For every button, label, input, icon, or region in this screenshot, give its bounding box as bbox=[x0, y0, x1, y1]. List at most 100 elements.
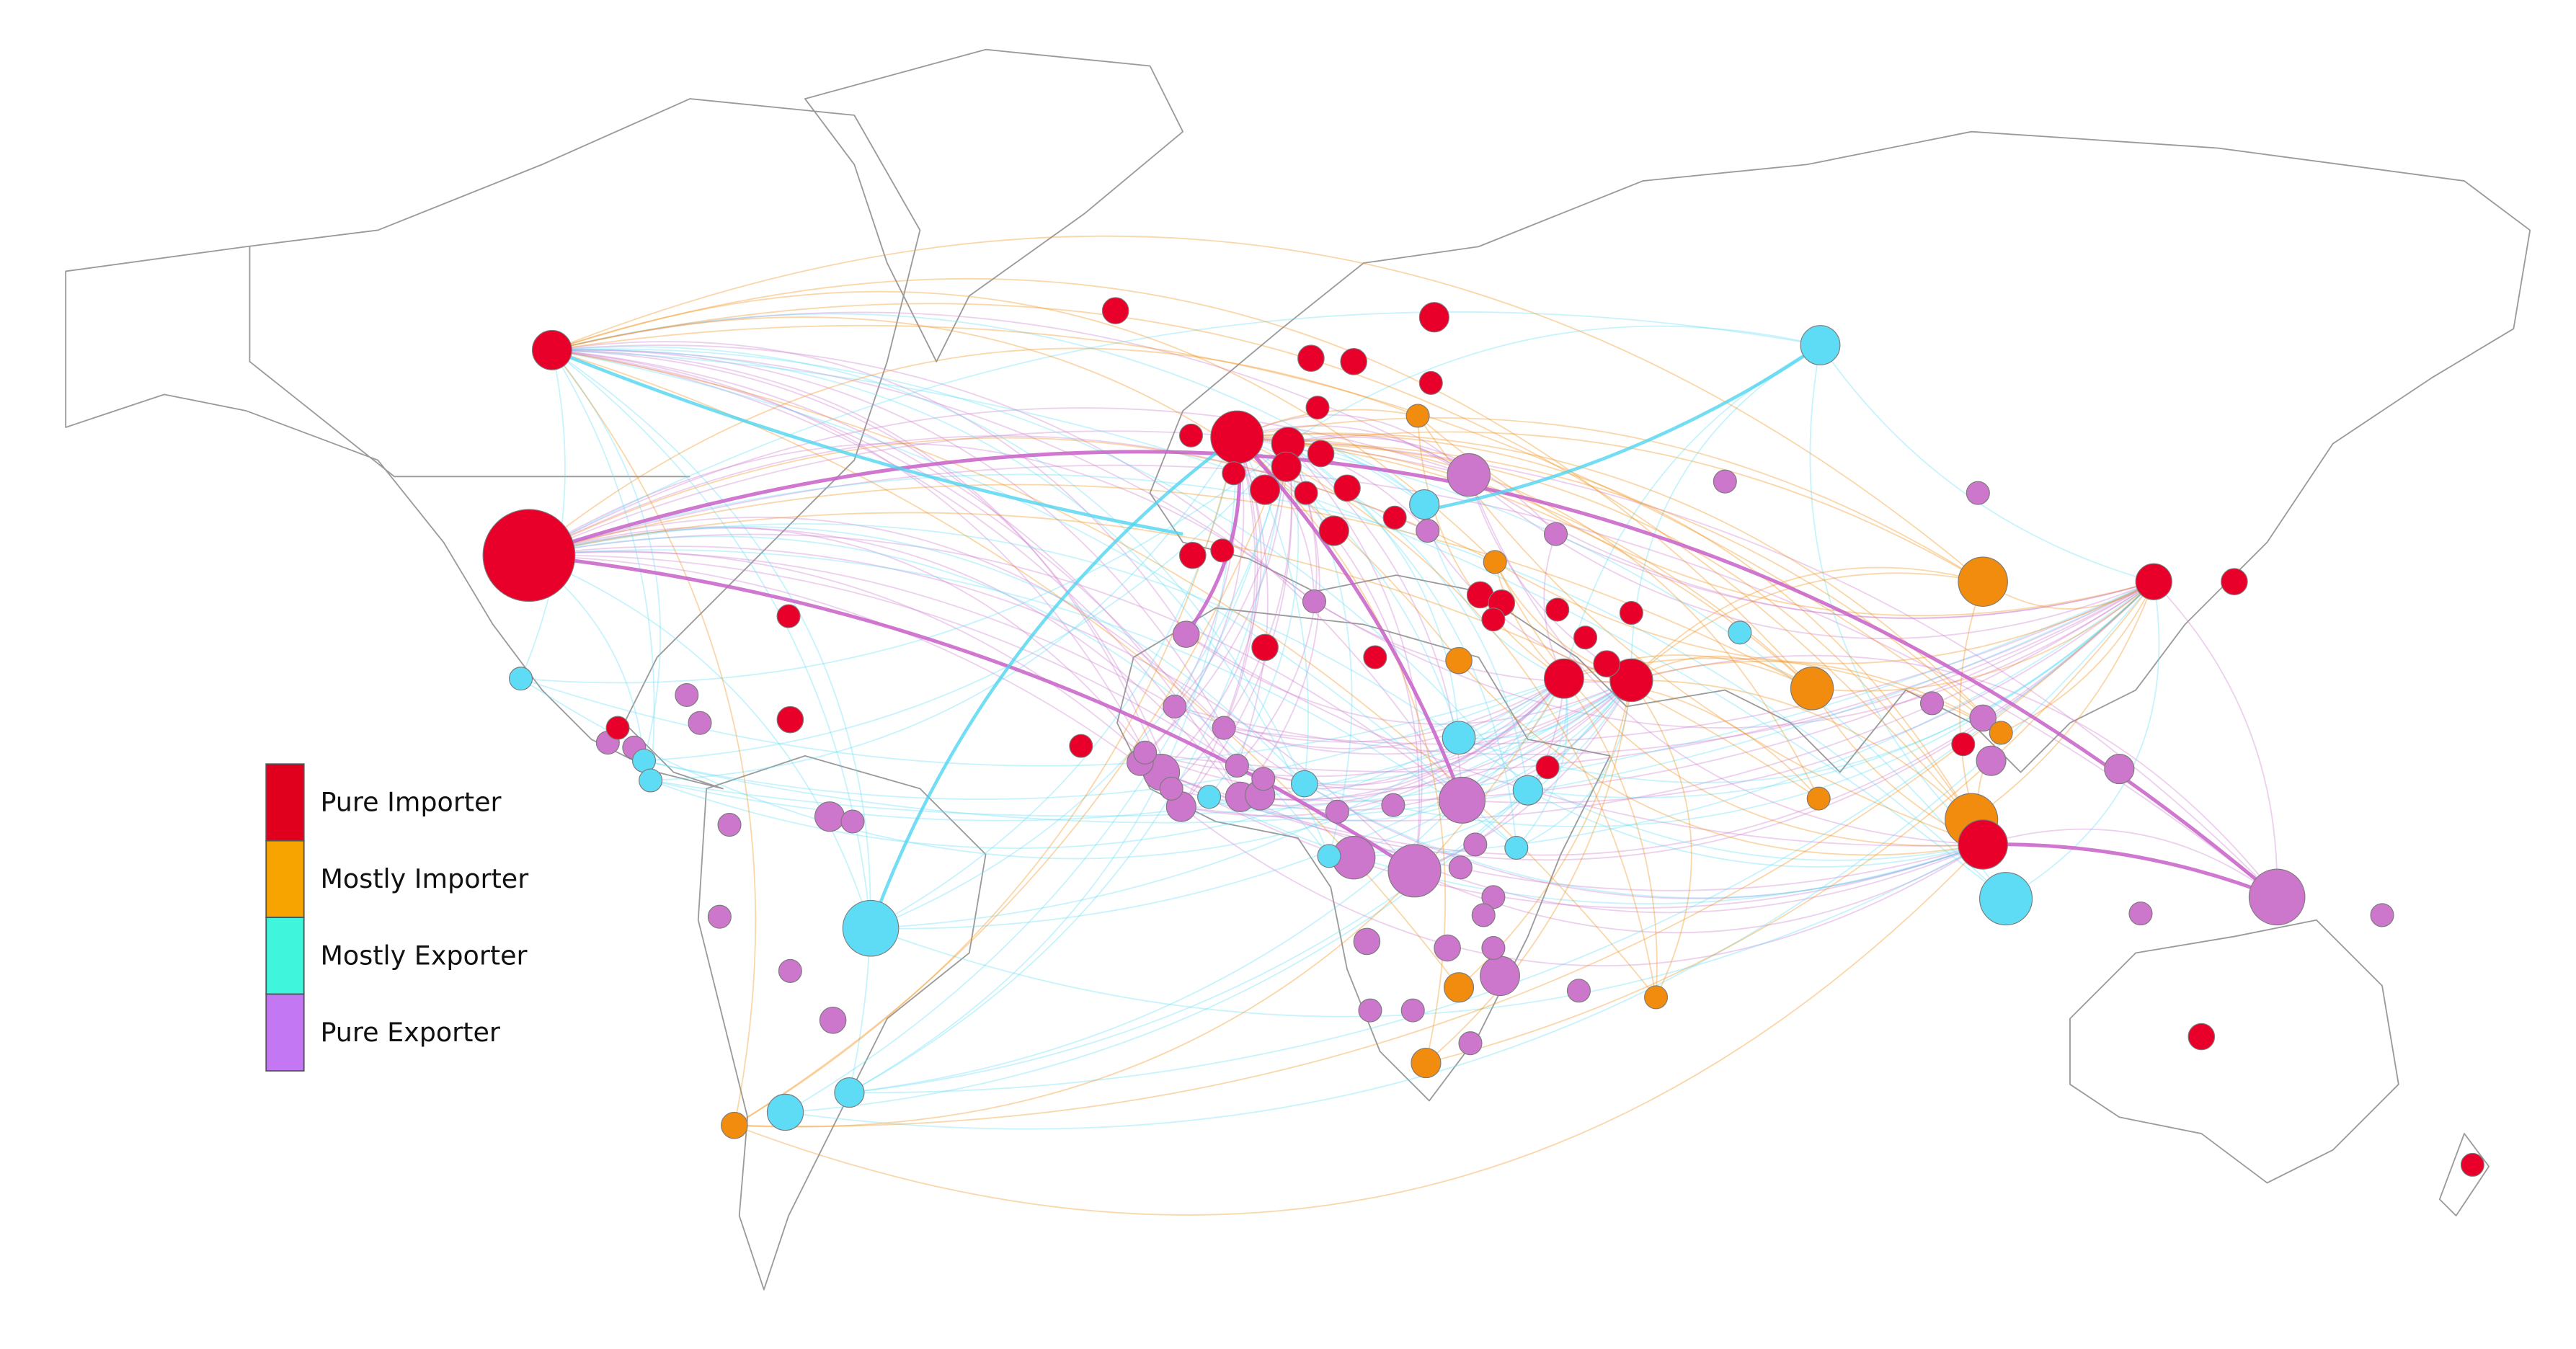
country-node bbox=[1969, 704, 1997, 732]
trade-link bbox=[2000, 581, 2155, 734]
trade-link bbox=[1982, 828, 2278, 898]
trade-link bbox=[1223, 677, 1565, 749]
country-node bbox=[1958, 556, 2008, 607]
trade-link bbox=[551, 349, 1238, 767]
country-node bbox=[1418, 370, 1443, 395]
trade-link bbox=[528, 407, 1470, 556]
country-node bbox=[1381, 793, 1405, 817]
trade-link bbox=[1186, 633, 1984, 847]
country-node bbox=[1358, 998, 1382, 1023]
country-node bbox=[688, 711, 712, 735]
trade-link bbox=[528, 554, 1172, 790]
trade-link bbox=[1426, 581, 2154, 1064]
country-node bbox=[1434, 934, 1461, 962]
trade-link bbox=[1240, 678, 1565, 801]
trade-link bbox=[1237, 436, 2278, 898]
country-node bbox=[1481, 607, 1506, 632]
country-node bbox=[1471, 903, 1496, 927]
trade-link bbox=[528, 464, 2278, 898]
trade-link bbox=[551, 278, 1813, 689]
trade-link bbox=[848, 437, 1238, 1093]
trade-link bbox=[1287, 442, 1425, 505]
legend-swatch bbox=[265, 763, 305, 842]
country-node bbox=[1159, 776, 1183, 801]
country-node bbox=[776, 705, 804, 734]
country-node bbox=[1728, 620, 1752, 645]
country-node bbox=[1800, 325, 1841, 365]
trade-link bbox=[1161, 581, 2154, 856]
trade-link bbox=[551, 313, 1425, 505]
trade-link bbox=[1240, 680, 1632, 801]
country-node bbox=[1989, 721, 2013, 745]
country-node bbox=[1463, 832, 1488, 857]
country-node bbox=[1333, 474, 1361, 502]
trade-link bbox=[1287, 434, 1470, 476]
trade-link bbox=[551, 349, 1517, 849]
country-node bbox=[1271, 451, 1302, 482]
trade-link bbox=[551, 290, 1496, 563]
country-node bbox=[1197, 785, 1222, 809]
country-node bbox=[2248, 868, 2306, 926]
legend-swatch bbox=[265, 993, 305, 1072]
trade-link bbox=[2005, 582, 2160, 899]
trade-link bbox=[1555, 533, 2154, 619]
country-node bbox=[840, 809, 865, 834]
trade-link bbox=[528, 473, 2007, 899]
trade-link bbox=[551, 349, 1163, 773]
trade-link bbox=[1186, 633, 1632, 725]
country-node bbox=[1101, 297, 1129, 324]
country-node bbox=[1297, 344, 1325, 373]
north-america bbox=[65, 98, 921, 790]
trade-link bbox=[528, 526, 1146, 753]
trade-link bbox=[1223, 727, 1984, 899]
trade-link bbox=[1287, 442, 2002, 734]
trade-link bbox=[551, 349, 1315, 602]
south-america bbox=[697, 754, 987, 1291]
trade-link bbox=[1209, 680, 1633, 822]
trade-link bbox=[1181, 806, 1984, 967]
trade-link bbox=[1563, 677, 1819, 799]
trade-link bbox=[528, 442, 1315, 602]
country-node bbox=[1976, 745, 2007, 776]
trade-link bbox=[551, 349, 1182, 807]
trade-link bbox=[1145, 581, 2154, 773]
trade-link bbox=[1425, 680, 1633, 1064]
country-node bbox=[834, 1077, 865, 1108]
country-node bbox=[1593, 650, 1620, 677]
country-node bbox=[1418, 302, 1449, 333]
country-node bbox=[639, 768, 663, 793]
country-node bbox=[1307, 440, 1335, 468]
trade-link bbox=[1630, 566, 1984, 681]
country-node bbox=[1318, 515, 1349, 546]
trade-link bbox=[1287, 431, 1984, 583]
country-node bbox=[2460, 1152, 2484, 1177]
country-node bbox=[1958, 819, 2008, 870]
trade-link bbox=[1237, 433, 1972, 821]
trade-link bbox=[1174, 581, 2154, 756]
trade-link bbox=[528, 535, 1330, 857]
country-node bbox=[1439, 776, 1486, 824]
trade-link bbox=[1181, 437, 1256, 807]
country-node bbox=[2188, 1023, 2216, 1051]
trade-link-major bbox=[869, 435, 1238, 929]
country-node bbox=[1172, 620, 1200, 648]
legend-label: Pure Importer bbox=[320, 786, 501, 817]
trade-link bbox=[551, 349, 1330, 857]
country-node bbox=[1442, 721, 1476, 755]
country-node bbox=[531, 329, 572, 370]
country-node bbox=[721, 1111, 748, 1139]
trade-link bbox=[650, 437, 1238, 781]
trade-link bbox=[1630, 572, 1984, 681]
trade-link bbox=[551, 303, 1972, 821]
country-node bbox=[1512, 775, 1543, 806]
trade-link bbox=[1236, 436, 1421, 871]
trade-link bbox=[1304, 783, 1984, 899]
trade-link bbox=[1237, 436, 1529, 791]
trade-link bbox=[1516, 678, 1568, 849]
legend-swatch bbox=[265, 917, 305, 995]
trade-link bbox=[528, 311, 1821, 556]
trade-link bbox=[1223, 680, 1632, 755]
trade-link bbox=[1458, 660, 1984, 856]
trade-link bbox=[528, 523, 1460, 739]
